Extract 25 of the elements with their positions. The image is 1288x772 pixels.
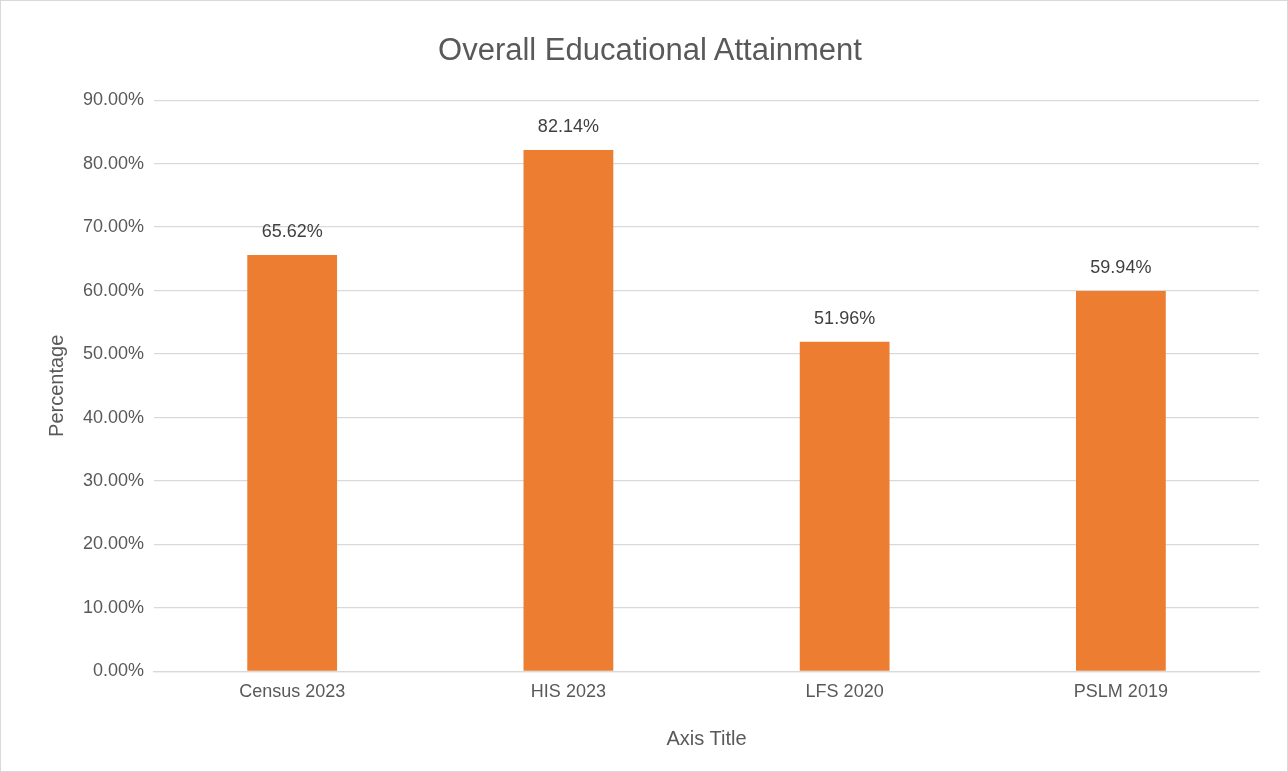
data-label: 82.14% (537, 116, 599, 137)
data-label: 59.94% (1090, 256, 1152, 277)
y-tick-label: 60.00% (82, 279, 145, 300)
x-tick-label: HIS 2023 (530, 681, 606, 702)
x-axis-title: Axis Title (666, 726, 747, 749)
y-tick-label: 50.00% (82, 343, 145, 364)
y-tick-label: 90.00% (82, 89, 145, 110)
y-tick-label: 80.00% (82, 152, 145, 173)
y-tick-label: 10.00% (82, 596, 145, 617)
x-tick-label: LFS 2020 (805, 681, 884, 702)
y-tick-label: 30.00% (82, 469, 145, 490)
bar (523, 150, 614, 671)
data-label: 65.62% (261, 220, 323, 241)
y-tick-label: 0.00% (93, 660, 145, 681)
y-tick-label: 40.00% (82, 406, 145, 427)
bar (799, 341, 890, 671)
y-tick-label: 20.00% (82, 533, 145, 554)
x-tick-label: Census 2023 (239, 681, 346, 702)
bar (1075, 290, 1166, 671)
chart-title: Overall Educational Attainment (438, 32, 863, 68)
y-tick-label: 70.00% (82, 216, 145, 237)
bar (247, 254, 338, 671)
data-label: 51.96% (814, 307, 876, 328)
y-axis-title: Percentage (44, 334, 67, 437)
x-tick-label: PSLM 2019 (1073, 681, 1168, 702)
